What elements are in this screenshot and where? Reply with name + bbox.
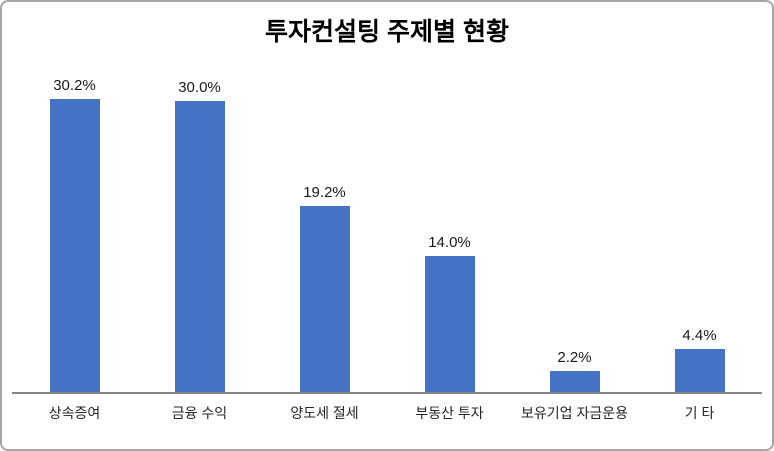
x-axis-labels: 상속증여 금융 수익 양도세 절세 부동산 투자 보유기업 자금운용 기 타 [12,394,762,423]
chart-title: 투자컨설팅 주제별 현황 [265,18,509,46]
bar [674,348,725,392]
bar-group: 14.0% [387,234,512,392]
bar [549,370,600,392]
x-axis-label: 보유기업 자금운용 [521,404,628,421]
x-axis-label: 양도세 절세 [290,404,359,421]
bar-group: 30.2% [12,77,137,392]
data-label: 30.2% [53,76,96,94]
data-label: 14.0% [428,233,471,251]
x-axis-label: 금융 수익 [171,404,228,421]
x-axis-label: 부동산 투자 [415,404,484,421]
data-label: 19.2% [303,183,346,201]
bar [299,205,350,392]
bar-group: 4.4% [637,327,762,392]
x-axis-label: 기 타 [684,404,715,421]
plot-area: 30.2% 30.0% 19.2% 14.0% 2.2% 4.4% [12,49,762,394]
bar [424,255,475,392]
x-axis-label: 상속증여 [48,404,101,421]
bar-group: 19.2% [262,184,387,392]
data-label: 4.4% [682,326,717,344]
bar [174,100,225,392]
data-label: 2.2% [557,348,592,366]
bar-group: 30.0% [137,79,262,392]
data-label: 30.0% [178,78,221,96]
bar-group: 2.2% [512,349,637,392]
bar [49,98,100,392]
